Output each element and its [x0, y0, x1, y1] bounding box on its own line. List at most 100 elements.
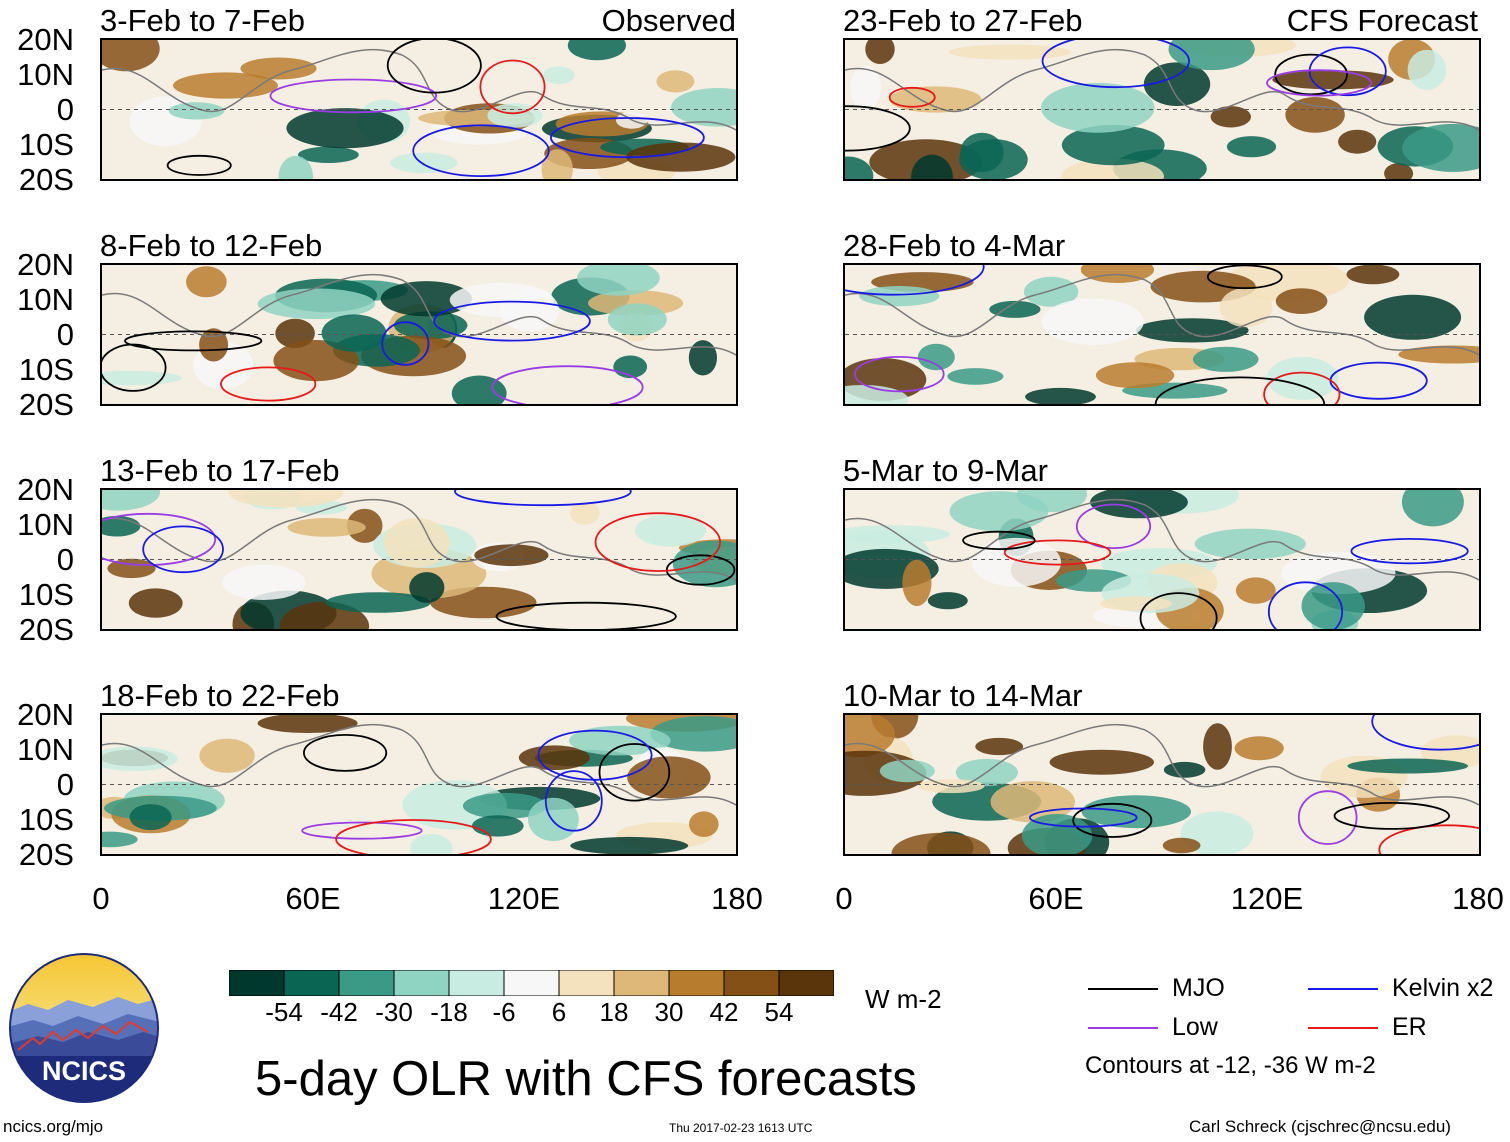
lat-label: 10N	[17, 507, 74, 542]
olr-anomaly-blob	[1347, 758, 1468, 774]
olr-anomaly-blob	[199, 328, 229, 362]
olr-anomaly-blob	[541, 149, 573, 179]
olr-anomaly-blob	[845, 156, 874, 179]
olr-anomaly-blob	[569, 725, 671, 756]
olr-map	[100, 713, 738, 856]
olr-anomaly-blob	[1041, 298, 1144, 345]
olr-map	[100, 263, 738, 406]
olr-map	[100, 488, 738, 631]
wave-contour	[102, 343, 167, 392]
olr-anomaly-blob	[1285, 97, 1345, 133]
olr-anomaly-blob	[1194, 528, 1306, 560]
olr-anomaly-blob	[850, 65, 882, 110]
coastline	[102, 723, 736, 806]
olr-anomaly-blob	[1272, 70, 1394, 90]
olr-anomaly-blob	[1192, 346, 1259, 372]
panel-title: 28-Feb to 4-Mar	[843, 228, 1066, 263]
footer-author: Carl Schreck (cjschrec@ncsu.edu)	[1189, 1117, 1451, 1136]
panel-title: 10-Mar to 14-Mar	[843, 678, 1083, 713]
lat-label: 20S	[18, 387, 74, 422]
wave-contour	[142, 525, 224, 574]
olr-anomaly-blob	[129, 804, 172, 831]
legend-label-mjo: MJO	[1172, 974, 1225, 1002]
legend-line-kelvin	[1308, 988, 1378, 990]
olr-anomaly-blob	[102, 40, 160, 72]
panel-tag: CFS Forecast	[1286, 3, 1478, 38]
olr-anomaly-blob	[102, 746, 178, 772]
olr-anomaly-blob	[865, 40, 895, 64]
olr-anomaly-blob	[1364, 294, 1462, 340]
wave-contour	[433, 300, 591, 342]
olr-anomaly-blob	[1163, 761, 1206, 778]
wave-contour	[102, 512, 217, 566]
olr-anomaly-blob	[845, 715, 895, 758]
panel-tag: Observed	[601, 3, 736, 38]
olr-anomaly-blob	[911, 154, 953, 179]
wave-contour	[1267, 581, 1344, 629]
olr-anomaly-blob	[1061, 124, 1165, 166]
olr-anomaly-blob	[688, 340, 718, 376]
wave-contour	[1333, 802, 1450, 830]
olr-anomaly-blob	[902, 559, 932, 606]
olr-anomaly-blob	[278, 155, 313, 179]
wave-contour	[1028, 807, 1138, 828]
olr-anomaly-blob	[577, 265, 660, 296]
wave-contour	[1003, 539, 1112, 566]
olr-anomaly-blob	[1401, 490, 1464, 527]
coastline	[845, 48, 1479, 131]
olr-anomaly-blob	[287, 518, 366, 537]
olr-anomaly-blob	[1135, 318, 1249, 343]
olr-anomaly-blob	[298, 146, 359, 163]
olr-anomaly-blob	[518, 745, 590, 770]
wave-contour	[124, 330, 263, 352]
olr-anomaly-blob	[1023, 276, 1079, 307]
olr-anomaly-blob	[168, 102, 225, 120]
olr-anomaly-blob	[1162, 837, 1201, 854]
olr-anomaly-blob	[528, 797, 579, 842]
wave-contour	[1274, 53, 1348, 96]
olr-anomaly-blob	[1168, 40, 1255, 71]
wave-contour	[1041, 40, 1190, 89]
olr-anomaly-blob	[409, 572, 445, 603]
olr-anomaly-blob	[1235, 577, 1276, 604]
colorbar-label: 42	[709, 997, 739, 1027]
wave-contour	[412, 124, 550, 177]
olr-anomaly-blob	[542, 66, 575, 84]
olr-anomaly-blob	[1081, 795, 1191, 829]
olr-anomaly-blob	[1398, 345, 1479, 364]
olr-anomaly-blob	[186, 266, 227, 298]
legend-label-low: Low	[1172, 1013, 1218, 1041]
lat-label: 20N	[17, 22, 74, 57]
olr-anomaly-blob	[891, 832, 991, 854]
olr-anomaly-blob	[325, 592, 431, 613]
colorbar-swatch	[393, 969, 450, 997]
colorbar-swatch	[228, 969, 285, 997]
wave-contour	[479, 59, 546, 115]
wave-contour	[1371, 715, 1479, 751]
olr-anomaly-blob	[917, 343, 955, 371]
olr-anomaly-blob	[1016, 490, 1088, 513]
olr-anomaly-blob	[960, 132, 1004, 173]
coastline	[845, 723, 1479, 806]
olr-anomaly-blob	[1226, 136, 1277, 158]
olr-anomaly-blob	[947, 368, 1004, 385]
colorbar-label: -42	[320, 997, 358, 1027]
olr-anomaly-blob	[859, 286, 940, 307]
olr-anomaly-blob	[102, 370, 182, 386]
colorbar-swatch	[338, 969, 395, 997]
wave-contour	[888, 86, 936, 108]
olr-map	[843, 488, 1481, 631]
olr-anomaly-blob	[1100, 596, 1173, 612]
olr-anomaly-blob	[286, 108, 404, 149]
olr-map	[843, 263, 1481, 406]
panel-title: 5-Mar to 9-Mar	[843, 453, 1048, 488]
olr-anomaly-blob	[410, 834, 453, 854]
olr-anomaly-blob	[845, 385, 909, 404]
olr-map	[100, 38, 738, 181]
olr-anomaly-blob	[948, 44, 1071, 60]
olr-anomaly-blob	[1275, 288, 1328, 314]
wave-contour	[550, 117, 705, 159]
coastline	[845, 273, 1479, 356]
olr-anomaly-blob	[689, 811, 719, 837]
colorbar-swatch	[283, 969, 340, 997]
